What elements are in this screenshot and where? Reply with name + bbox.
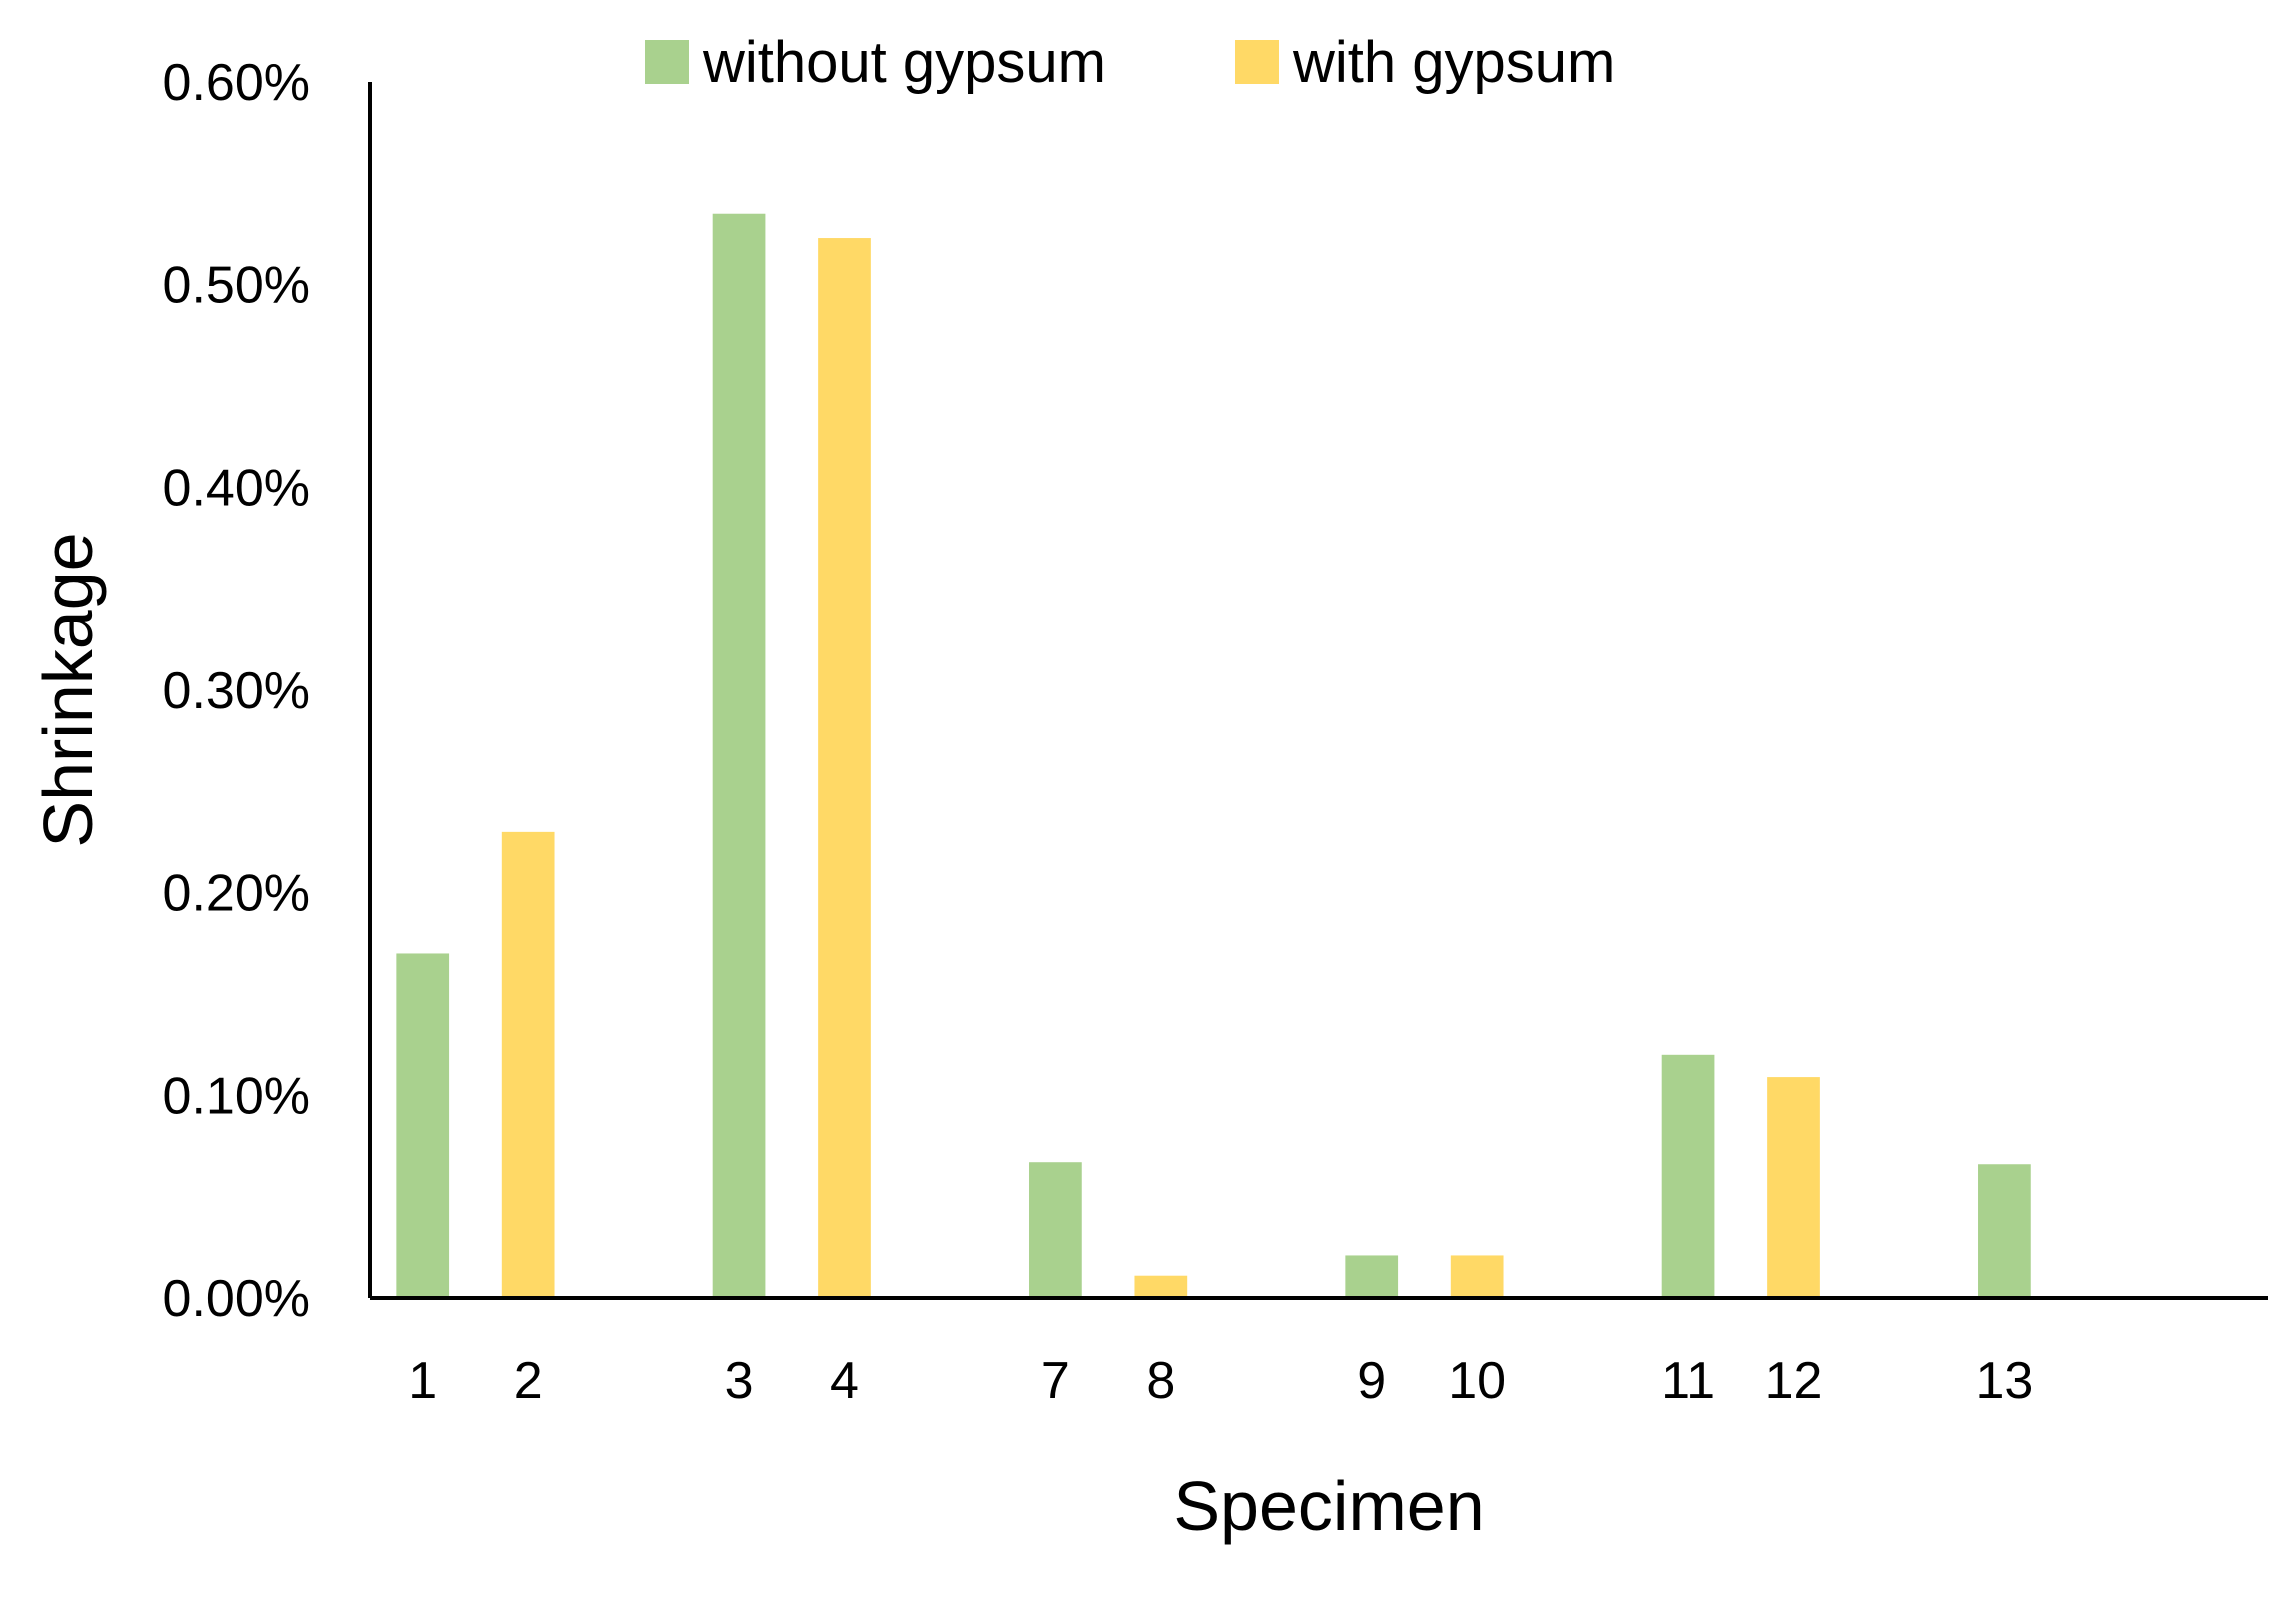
x-tick-label: 9 — [1357, 1352, 1386, 1410]
bar-specimen-12 — [1767, 1077, 1820, 1298]
x-tick-label: 10 — [1448, 1352, 1506, 1410]
y-tick-label: 0.20% — [163, 865, 310, 923]
x-tick-label: 11 — [1661, 1352, 1715, 1410]
y-tick-label: 0.60% — [163, 54, 310, 112]
x-tick-label: 1 — [408, 1352, 437, 1410]
x-tick-label: 2 — [514, 1352, 543, 1410]
legend-label: without gypsum — [702, 30, 1106, 95]
bar-specimen-4 — [818, 238, 871, 1298]
x-tick-label: 12 — [1765, 1352, 1823, 1410]
x-tick-label: 7 — [1041, 1352, 1070, 1410]
bar-specimen-9 — [1345, 1255, 1398, 1298]
y-tick-label: 0.50% — [163, 257, 310, 315]
x-axis-ticks: 1 2 3 4 7 8 9 10 11 12 13 — [408, 1352, 2033, 1410]
bar-specimen-8 — [1134, 1276, 1187, 1298]
bar-specimen-7 — [1029, 1162, 1082, 1298]
y-tick-label: 0.10% — [163, 1067, 310, 1125]
y-tick-label: 0.00% — [163, 1270, 310, 1328]
legend-swatch-without-gypsum — [645, 40, 689, 84]
x-tick-label: 4 — [830, 1352, 859, 1410]
y-axis-ticks: 0.00% 0.10% 0.20% 0.30% 0.40% 0.50% 0.60% — [163, 54, 310, 1328]
bar-specimen-1 — [396, 953, 449, 1298]
legend-label: with gypsum — [1292, 30, 1615, 95]
y-tick-label: 0.40% — [163, 459, 310, 517]
x-tick-label: 8 — [1146, 1352, 1175, 1410]
x-axis-title: Specimen — [1173, 1467, 1484, 1545]
y-tick-label: 0.30% — [163, 662, 310, 720]
bars — [396, 214, 2030, 1298]
bar-specimen-13 — [1978, 1164, 2031, 1298]
legend-swatch-with-gypsum — [1235, 40, 1279, 84]
x-tick-label: 3 — [725, 1352, 754, 1410]
bar-specimen-3 — [713, 214, 766, 1298]
bar-specimen-11 — [1662, 1055, 1715, 1298]
x-tick-label: 13 — [1975, 1352, 2033, 1410]
bar-specimen-10 — [1451, 1255, 1504, 1298]
legend: without gypsum with gypsum — [645, 30, 1615, 95]
y-axis-title: Shrinkage — [29, 532, 107, 847]
bar-specimen-2 — [502, 832, 555, 1298]
